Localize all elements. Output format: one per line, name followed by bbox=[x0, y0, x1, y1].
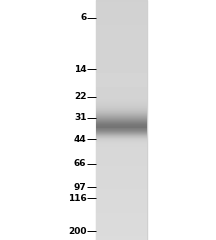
Text: 44: 44 bbox=[74, 135, 86, 144]
Text: 31: 31 bbox=[74, 113, 86, 122]
Text: 14: 14 bbox=[74, 65, 86, 74]
Text: 116: 116 bbox=[68, 194, 86, 203]
Text: 22: 22 bbox=[74, 92, 86, 101]
Bar bbox=[96, 0, 147, 240]
Text: 6: 6 bbox=[80, 13, 86, 22]
Text: 97: 97 bbox=[74, 183, 86, 192]
Text: 200: 200 bbox=[68, 227, 86, 236]
Text: 66: 66 bbox=[74, 159, 86, 168]
